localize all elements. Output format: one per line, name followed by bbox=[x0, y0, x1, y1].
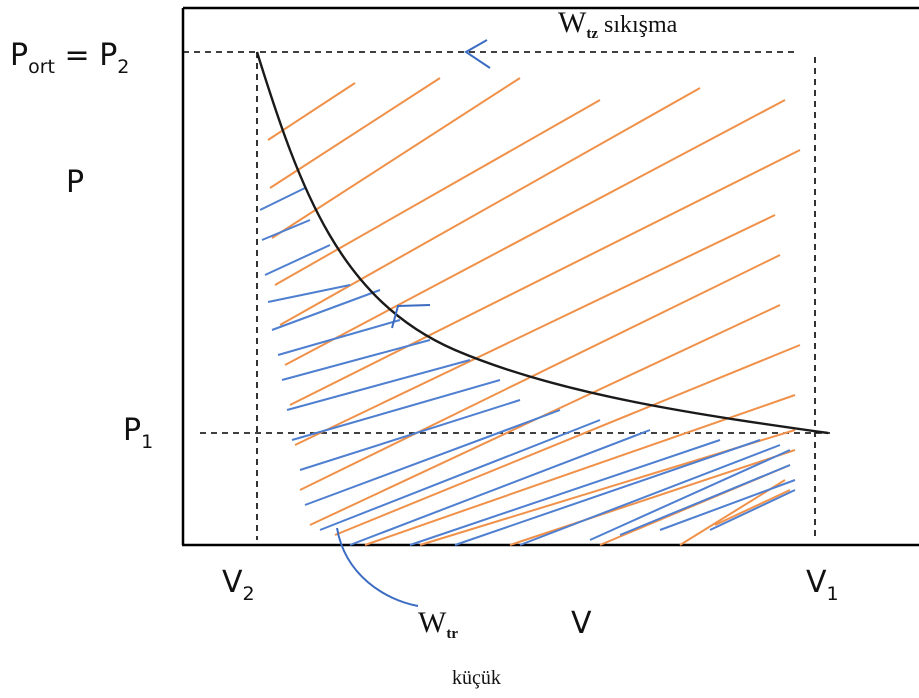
wtr-label: Wtr bbox=[418, 606, 458, 642]
p-ort-label: Port = P2 bbox=[10, 38, 129, 78]
orange-hatch-line bbox=[714, 489, 791, 526]
orange-hatch-line bbox=[364, 394, 796, 546]
blue-hatch-line bbox=[291, 379, 501, 441]
blue-hatch-line bbox=[259, 187, 306, 211]
blue-hatch-line bbox=[319, 419, 601, 531]
blue-hatch-line bbox=[454, 439, 761, 546]
blue-hatch-line bbox=[304, 409, 561, 506]
orange-hatch-line bbox=[294, 214, 776, 446]
wtz-label: Wtz sıkışma bbox=[558, 6, 678, 42]
blue-hatch-line bbox=[281, 339, 431, 381]
direction-arrow-curve bbox=[391, 304, 431, 329]
p1-label: P1 bbox=[123, 413, 153, 453]
blue-hatch-line bbox=[271, 289, 381, 331]
orange-hatch-line bbox=[274, 99, 601, 286]
blue-hatch-line bbox=[286, 359, 471, 411]
compression-curve bbox=[255, 51, 829, 435]
v-axis-label: V bbox=[571, 606, 592, 641]
blue-hatch-line bbox=[709, 489, 796, 531]
blue-hatch-line bbox=[264, 244, 331, 276]
orange-hatch-line bbox=[279, 87, 701, 326]
axes bbox=[181, 6, 919, 547]
blue-hatch-line bbox=[519, 444, 781, 546]
blue-hatch-line bbox=[267, 284, 351, 303]
orange-hatch-line bbox=[334, 344, 801, 536]
blue-hatch-line bbox=[299, 399, 521, 471]
blue-hatch-line bbox=[619, 464, 791, 536]
blue-hatch-line bbox=[261, 219, 311, 241]
orange-hatch-line bbox=[284, 99, 786, 366]
blue-hatch-line bbox=[277, 319, 401, 356]
orange-hatch-line bbox=[267, 82, 356, 141]
direction-arrow-top bbox=[464, 39, 491, 69]
orange-hatch-line bbox=[269, 77, 441, 189]
orange-hatch-line bbox=[289, 149, 801, 406]
blue-hatch-line bbox=[349, 429, 651, 546]
orange-hatch-line bbox=[271, 77, 521, 239]
v1-label: V1 bbox=[806, 565, 839, 605]
blue-hatching bbox=[259, 187, 796, 546]
blue-hatch-line bbox=[409, 439, 721, 546]
blue-hatch-line bbox=[589, 449, 791, 541]
orange-hatch-line bbox=[299, 254, 781, 491]
v2-label: V2 bbox=[222, 565, 255, 605]
reference-lines bbox=[183, 51, 830, 540]
orange-hatch-line bbox=[509, 449, 796, 546]
wtr-pointer-arrow bbox=[336, 527, 419, 607]
p-axis-label: P bbox=[66, 165, 84, 200]
blue-hatch-line bbox=[659, 479, 796, 531]
kucuk-label: küçük bbox=[452, 667, 501, 689]
